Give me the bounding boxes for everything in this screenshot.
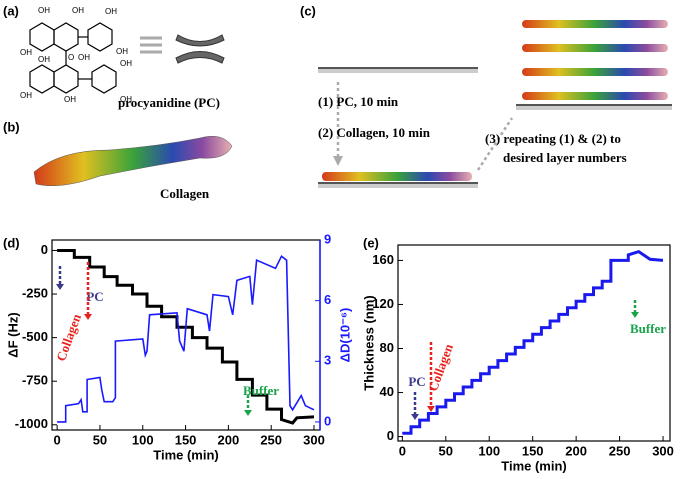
x-tick-label: 50 bbox=[439, 443, 453, 458]
x-tick-label: 150 bbox=[175, 432, 197, 447]
annotation-arrow-head bbox=[84, 314, 92, 320]
y2-axis-label: ΔD(10⁻⁶) bbox=[337, 308, 352, 363]
series-line bbox=[57, 254, 315, 423]
panel-label: (e) bbox=[363, 235, 379, 250]
y2-tick-label: 3 bbox=[324, 353, 331, 368]
annotation: Buffer bbox=[630, 321, 666, 336]
x-tick-label: 250 bbox=[609, 443, 631, 458]
x-axis-label: Time (min) bbox=[501, 458, 567, 473]
x-tick-label: 50 bbox=[93, 432, 107, 447]
y-tick-label: 0 bbox=[387, 428, 394, 443]
substrate bbox=[318, 67, 672, 188]
x-tick-label: 100 bbox=[478, 443, 500, 458]
oh-label: OH bbox=[120, 59, 132, 68]
oh-label: OH bbox=[78, 53, 90, 62]
equivalence-sign bbox=[140, 36, 162, 54]
panel-label: (b) bbox=[3, 119, 20, 134]
panel-label: (c) bbox=[300, 3, 316, 18]
series-line bbox=[402, 249, 664, 435]
oh-label: OH bbox=[20, 91, 32, 100]
step-label: (2) Collagen, 10 min bbox=[318, 125, 431, 140]
x-tick-label: 0 bbox=[399, 443, 406, 458]
x-tick-label: 150 bbox=[522, 443, 544, 458]
annotation-arrow-head bbox=[56, 284, 64, 290]
annotation: PC bbox=[86, 289, 103, 304]
x-tick-label: 300 bbox=[652, 443, 674, 458]
step-label: (3) repeating (1) & (2) to bbox=[485, 131, 621, 146]
y-tick-label: -750 bbox=[22, 373, 48, 388]
oh-label: OH bbox=[72, 6, 84, 15]
y2-tick-label: 0 bbox=[324, 413, 331, 428]
pc-label: procyanidine (PC) bbox=[118, 95, 220, 110]
oh-label: OH bbox=[120, 95, 132, 104]
x-tick-label: 200 bbox=[565, 443, 587, 458]
oh-label: OH bbox=[105, 7, 117, 16]
y-tick-label: 80 bbox=[380, 340, 394, 355]
y-tick-label: -500 bbox=[22, 329, 48, 344]
arrow bbox=[476, 117, 514, 171]
panel-label: (a) bbox=[3, 3, 19, 18]
oh-label: OH bbox=[116, 47, 128, 56]
arrow-head bbox=[333, 156, 343, 166]
y-axis-label: Thickness (nm) bbox=[361, 295, 376, 390]
y-tick-label: 0 bbox=[41, 242, 48, 257]
collagen-label: Collagen bbox=[160, 186, 210, 201]
step-label: desired layer numbers bbox=[503, 150, 627, 165]
y2-tick-label: 9 bbox=[324, 231, 331, 246]
y-tick-label: -250 bbox=[22, 285, 48, 300]
oh-label: OH bbox=[38, 55, 50, 64]
y-tick-label: -1000 bbox=[15, 416, 48, 431]
collagen-model bbox=[33, 136, 233, 187]
y-axis-label: ΔF (Hz) bbox=[5, 312, 20, 357]
annotation-arrow-head bbox=[427, 406, 435, 412]
o-label: O bbox=[68, 53, 74, 62]
pc-icon bbox=[175, 34, 225, 64]
annotation-arrow-head bbox=[244, 410, 252, 416]
annotation-arrow-head bbox=[411, 414, 419, 420]
oh-label: OH bbox=[38, 6, 50, 15]
annotation: Collagen bbox=[53, 311, 84, 363]
step-label: (1) PC, 10 min bbox=[318, 94, 399, 109]
pc-structure bbox=[29, 22, 117, 94]
x-tick-label: 200 bbox=[218, 432, 240, 447]
plot-frame bbox=[397, 244, 671, 442]
annotation-arrow-head bbox=[631, 312, 639, 318]
annotation: PC bbox=[408, 374, 425, 389]
x-tick-label: 250 bbox=[260, 432, 282, 447]
oh-label: OH bbox=[20, 48, 32, 57]
y-tick-label: 120 bbox=[372, 296, 394, 311]
y-tick-label: 40 bbox=[380, 384, 394, 399]
x-tick-label: 100 bbox=[132, 432, 154, 447]
annotation: Buffer bbox=[243, 383, 279, 398]
collagen-layers bbox=[322, 20, 668, 181]
series-line bbox=[57, 249, 315, 425]
panel-label: (d) bbox=[3, 235, 20, 250]
x-tick-label: 300 bbox=[303, 432, 325, 447]
y2-tick-label: 6 bbox=[324, 292, 331, 307]
oh-label: OH bbox=[64, 95, 76, 104]
y-tick-label: 160 bbox=[372, 252, 394, 267]
x-tick-label: 0 bbox=[54, 432, 61, 447]
x-axis-label: Time (min) bbox=[153, 447, 219, 462]
